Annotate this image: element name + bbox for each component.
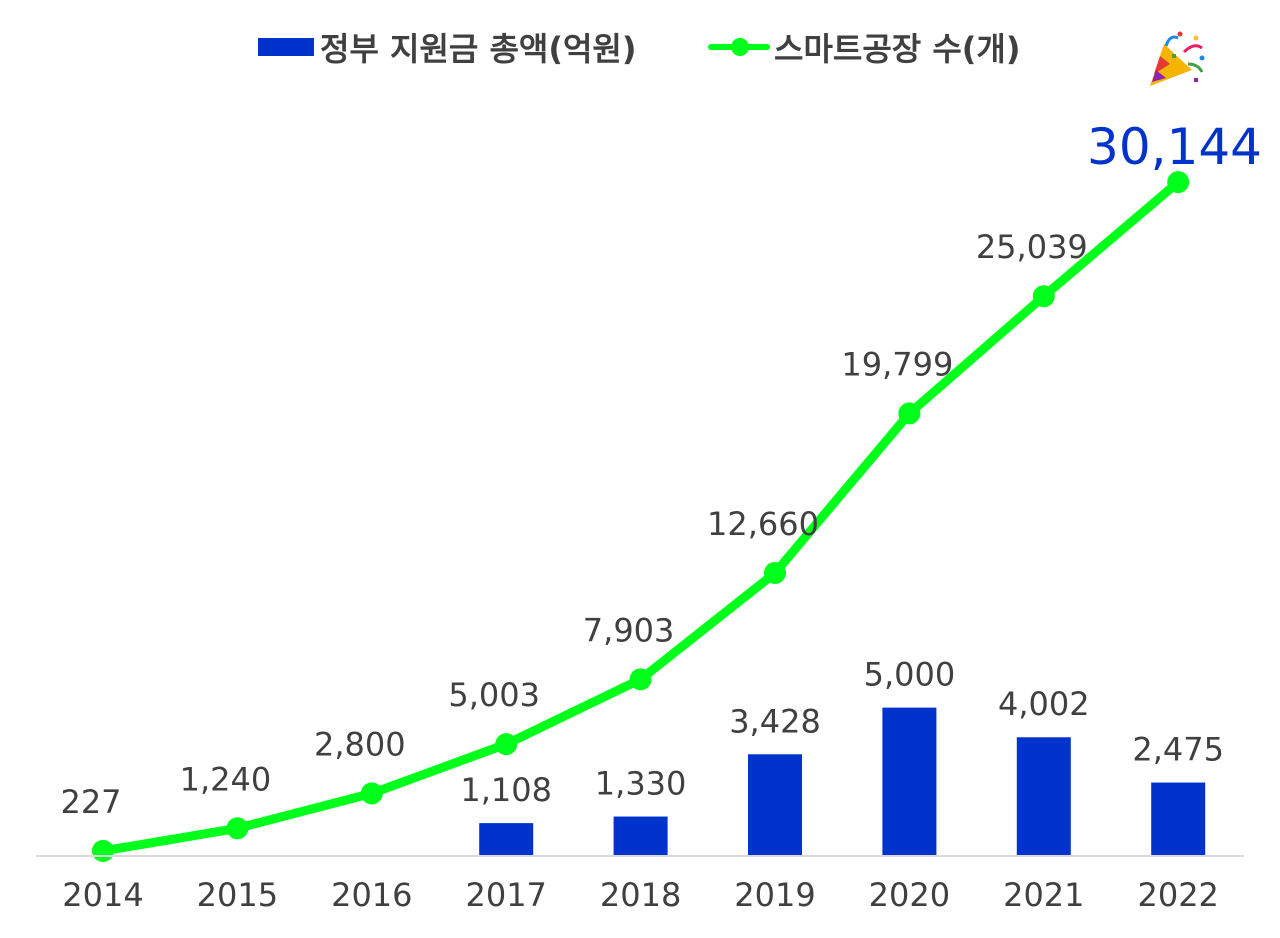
bars-layer [479,707,1206,856]
x-tick-label: 2022 [1137,876,1218,914]
line-point [226,817,249,840]
bar [1016,737,1071,856]
highlight-data-label: 30,144 [1087,118,1262,176]
line-point [629,668,652,691]
bar [748,754,802,856]
line-point [495,733,518,756]
x-tick-label: 2021 [1003,876,1084,914]
legend-bar-label: 정부 지원금 총액(억원) [320,30,637,68]
line-point [1032,285,1055,308]
bar-data-label: 3,428 [729,702,821,740]
x-tick-label: 2018 [600,876,681,914]
x-tick-label: 2017 [465,876,546,914]
line-data-label: 227 [60,783,121,821]
line-data-label: 2,800 [314,725,406,763]
legend-line-swatch [708,38,770,56]
party-popper-icon [1150,31,1205,86]
line-data-label: 7,903 [583,611,675,649]
x-axis: 2014 2015 2016 2017 2018 2019 2020 2021 2022 [36,855,1244,914]
bar-data-label: 4,002 [998,685,1090,723]
legend: 정부 지원금 총액(억원) 스마트공장 수(개) [0,24,1280,74]
x-tick-label: 2014 [62,876,143,914]
legend-line-label: 스마트공장 수(개) [774,30,1021,68]
line-layer [92,171,1190,862]
x-tick-label: 2020 [869,876,950,914]
line-data-label: 1,240 [180,760,272,798]
legend-item-line: 스마트공장 수(개) [708,24,1020,70]
legend-item-bar: 정부 지원금 총액(억원) [258,24,637,70]
line-data-label: 25,039 [976,228,1088,266]
x-tick-label: 2015 [197,876,278,914]
legend-bar-swatch [258,38,314,56]
bar-data-label: 1,108 [460,771,552,809]
bar [479,823,534,856]
x-tick-label: 2016 [331,876,412,914]
line-point [764,561,786,584]
line-point [1167,171,1190,194]
bar-data-label: 1,330 [595,765,687,803]
x-tick-label: 2019 [734,876,815,914]
bar-data-label: 5,000 [864,656,956,694]
line-data-label: 12,660 [707,505,819,543]
line-point [92,839,114,862]
line-point [360,782,383,805]
bar [1151,782,1206,856]
bar [882,707,937,856]
line-data-label: 19,799 [841,345,953,383]
line-data-label: 5,003 [448,676,540,714]
labels-layer: 1,108 1,330 3,428 5,000 4,002 2,475 227 1,240 2,… [60,118,1262,821]
line-point [898,402,921,425]
bar-data-label: 2,475 [1132,731,1224,769]
bar [613,816,668,856]
